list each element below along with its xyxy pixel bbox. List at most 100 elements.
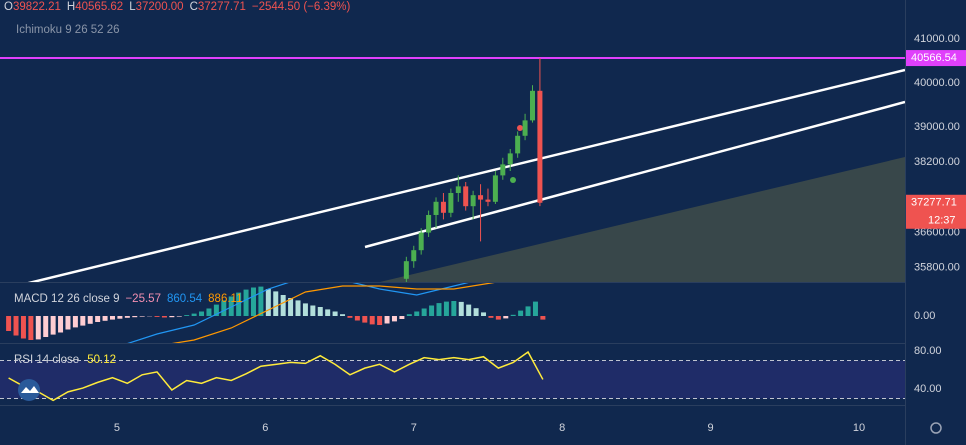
macd-bar [124,316,130,318]
signal-line [171,283,495,343]
legend-value: 39822.21 [13,1,61,13]
macd-readout: 886.11 [208,293,242,305]
macd-bar [35,316,41,340]
macd-bar [20,316,26,339]
macd-bar [510,314,516,316]
macd-bar [414,311,420,316]
legend-key: L [129,1,136,13]
macd-bar [50,316,56,335]
last-price-bg [906,194,966,229]
macd-bar [525,306,531,316]
legend-value: 37200.00 [136,1,184,13]
macd-bar [13,316,19,336]
macd-bar [65,316,71,330]
macd-bar [503,316,509,319]
macd-bar [310,305,316,316]
macd-bar [458,301,464,316]
macd-bar [109,316,115,320]
macd-bar [325,309,331,316]
marker [510,177,516,183]
macd-bar [518,310,524,316]
macd-bar [280,295,286,316]
macd-bar [302,303,308,316]
y-tick-label: 40000.00 [914,77,960,89]
legend-key: C [190,1,198,13]
macd-readout: 860.54 [167,293,203,305]
macd-bar [369,316,375,325]
macd-bar [154,316,160,317]
settings-icon[interactable] [930,422,942,434]
macd-bar [399,316,405,319]
high-label: 40566.54 [911,52,957,64]
macd-bar [80,316,86,326]
x-tick-label: 9 [708,422,714,434]
rsi-title: RSI 14 close 50.12 [14,354,116,366]
macd-bar [102,316,108,321]
macd-bar [250,287,256,316]
candle-body [507,153,513,165]
macd-bar [228,296,234,316]
macd-bar [117,316,123,319]
y-tick-label: 35800.00 [914,262,960,274]
candle-body [403,261,409,279]
legend: O39822.21 H40565.62 L37200.00 C37277.71 −254… [4,1,350,13]
macd-bar [391,316,397,322]
macd-bar [340,314,346,316]
macd-bar [347,316,353,318]
candle-body [485,199,491,202]
macd-bar [384,316,390,324]
candle-body [537,90,543,203]
trend-line [364,100,905,249]
candle-body [448,192,454,213]
y-tick-label: 39000.00 [914,121,960,133]
macd-bar [443,301,449,316]
candle-body [529,90,535,121]
rsi-tick-label: 80.00 [914,345,942,357]
high-label-bg [906,50,966,67]
macd-bar [236,292,242,316]
candle-body [470,195,476,207]
macd-bar [421,308,427,316]
macd-bar [199,311,205,316]
macd-bar [466,304,472,316]
macd-bar [191,313,197,316]
macd-bar [161,316,167,318]
candle-body [478,195,484,200]
macd-bar [169,316,175,318]
macd-bar [495,316,501,320]
macd-bar [95,316,101,322]
macd-bar [532,301,538,316]
macd-bar [406,314,412,316]
macd-bar [332,311,338,316]
candle-body [411,250,417,262]
rsi-readout: 50.12 [87,354,116,366]
macd-bar [451,301,457,316]
macd-bar [139,316,145,317]
macd-bar [473,308,479,316]
logo [18,379,40,401]
x-tick-label: 8 [559,422,565,434]
macd-bar [221,300,227,316]
y-tick-label: 36600.00 [914,226,960,238]
macd-bar [6,316,12,331]
macd-bar [28,316,34,340]
macd-readout: −25.57 [125,293,161,305]
macd-bar [273,291,279,316]
macd-bar [362,316,368,323]
rsi-tick-label: 40.00 [914,383,942,395]
macd-bar [288,298,294,316]
legend-change: −2544.50 (−6.39%) [252,1,351,13]
macd-bar [436,303,442,316]
macd-bar [43,316,49,337]
y-tick-label: 38200.00 [914,156,960,168]
indicator-label: Ichimoku 9 26 52 26 [16,24,120,36]
countdown: 12:37 [928,215,956,227]
macd-title: MACD 12 26 close 9 −25.57 860.54 886.11 [14,293,242,305]
macd-label: MACD 12 26 close 9 [14,293,119,305]
last-price: 37277.71 [911,197,957,209]
rsi-label: RSI 14 close [14,354,79,366]
macd-bar [58,316,64,333]
trend-line [27,68,905,282]
macd-bar [87,316,93,324]
